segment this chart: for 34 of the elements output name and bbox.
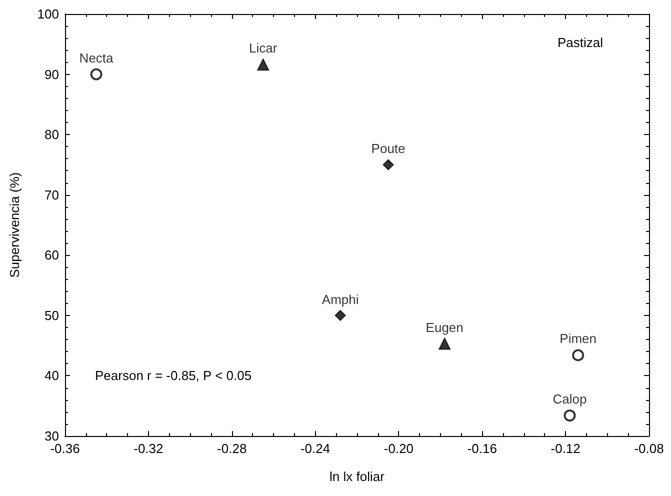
y-tick-label: 50 (44, 308, 59, 323)
annotation: Pastizal (557, 35, 604, 50)
x-tick-label: -0.08 (634, 441, 664, 456)
data-label: Licar (249, 40, 278, 56)
data-label: Pimen (560, 331, 597, 346)
data-label: Eugen (426, 320, 464, 335)
point (257, 58, 270, 71)
point (334, 310, 346, 321)
point (382, 159, 394, 170)
point (572, 349, 584, 362)
y-axis-title: Supervivencia (%) (7, 172, 22, 278)
annotation: Pearson r = -0.85, P < 0.05 (95, 368, 252, 383)
y-tick-label: 80 (44, 127, 59, 142)
data-label: Amphi (322, 292, 359, 307)
x-tick-label: -0.12 (550, 441, 580, 456)
x-tick-label: -0.36 (50, 441, 80, 456)
x-tick-label: -0.20 (384, 441, 414, 456)
point (564, 410, 576, 422)
y-tick-label: 70 (44, 187, 59, 202)
x-tick-label: -0.28 (217, 441, 247, 456)
x-tick-label: -0.32 (134, 441, 164, 456)
data-label: Necta (79, 50, 114, 66)
x-tick-label: -0.16 (467, 441, 497, 456)
x-tick-label: -0.24 (300, 441, 330, 456)
x-axis-title: ln lx foliar (330, 469, 386, 484)
y-tick-label: 90 (44, 66, 59, 82)
y-tick-label: 40 (44, 368, 59, 384)
y-tick-label: 100 (37, 6, 59, 22)
point (438, 338, 451, 350)
data-label: Calop (552, 392, 587, 407)
y-tick-label: 30 (44, 428, 59, 444)
y-tick-label: 60 (44, 248, 59, 263)
point (90, 68, 102, 80)
data-label: Poute (371, 141, 406, 156)
